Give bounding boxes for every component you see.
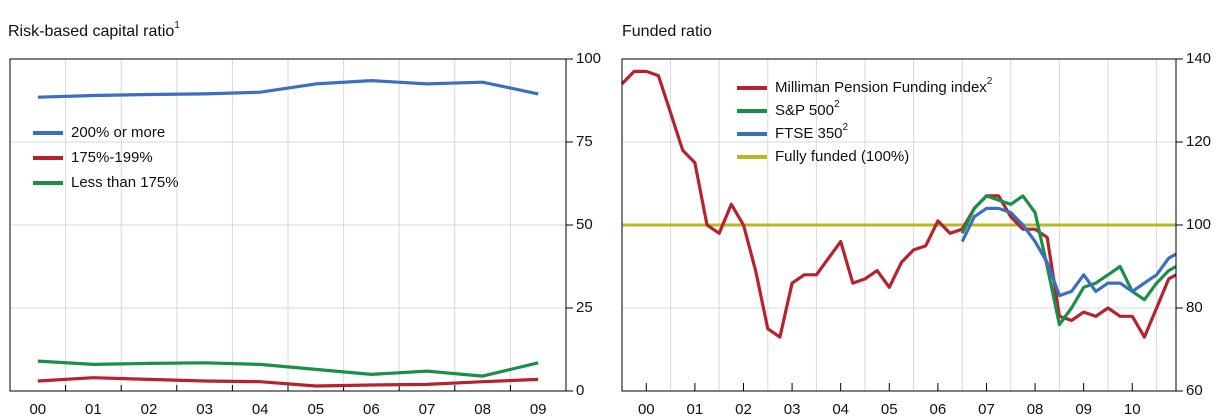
legend-label: 175%-199% [71, 149, 153, 166]
legend-label: FTSE 3502 [775, 122, 849, 142]
legend-label: S&P 5002 [775, 99, 840, 119]
series-line [37, 359, 539, 378]
x-tick-label: 03 [196, 401, 213, 417]
x-tick-label: 07 [419, 401, 436, 417]
y-tick-label: 50 [576, 216, 593, 233]
y-tick-label: 0 [576, 382, 584, 399]
legend-footnote: 2 [834, 99, 840, 110]
y-tick-label: 60 [1186, 382, 1203, 399]
x-tick-label: 02 [735, 401, 752, 417]
series-line [960, 206, 1177, 298]
series-line [960, 194, 1177, 327]
y-tick-label: 120 [1186, 133, 1211, 150]
y-tick-label: 80 [1186, 299, 1203, 316]
x-tick-label: 01 [85, 401, 102, 417]
legend-text: 200% or more [71, 124, 165, 141]
legend-text: FTSE 350 [775, 125, 843, 142]
y-tick-label: 75 [576, 133, 593, 150]
legend-text: 175%-199% [71, 149, 153, 166]
x-tick-label: 10 [1124, 401, 1141, 417]
legend-text: S&P 500 [775, 102, 834, 119]
legend-footnote: 2 [843, 122, 849, 133]
y-tick-label: 100 [576, 50, 601, 67]
title-text: Risk-based capital ratio [8, 23, 174, 40]
chart-title: Funded ratio [622, 23, 712, 40]
x-tick-label: 09 [530, 401, 547, 417]
x-tick-label: 02 [141, 401, 158, 417]
chart-title: Risk-based capital ratio1 [8, 20, 180, 41]
legend-text: Fully funded (100%) [775, 148, 909, 165]
title-footnote: 1 [174, 20, 180, 31]
x-tick-label: 05 [307, 401, 324, 417]
x-tick-label: 01 [687, 401, 704, 417]
x-tick-label: 04 [832, 401, 849, 417]
plot-frame [621, 58, 1177, 392]
legend-text: Less than 175% [71, 174, 179, 191]
x-tick-label: 06 [930, 401, 947, 417]
legend-label: Milliman Pension Funding index2 [775, 76, 993, 96]
y-tick-label: 140 [1186, 50, 1211, 67]
x-tick-label: 03 [784, 401, 801, 417]
legend-footnote: 2 [987, 76, 993, 87]
x-tick-label: 00 [29, 401, 46, 417]
x-tick-label: 07 [978, 401, 995, 417]
legend-text: Milliman Pension Funding index [775, 79, 987, 96]
series-line [620, 69, 1177, 339]
x-tick-label: 04 [252, 401, 269, 417]
series-line [37, 376, 539, 388]
series-line [37, 79, 539, 99]
x-tick-label: 08 [1027, 401, 1044, 417]
x-tick-label: 08 [474, 401, 491, 417]
y-tick-label: 100 [1186, 216, 1211, 233]
x-tick-label: 00 [638, 401, 655, 417]
y-tick-label: 25 [576, 299, 593, 316]
x-tick-label: 05 [881, 401, 898, 417]
legend-label: Fully funded (100%) [775, 148, 909, 165]
x-tick-label: 06 [363, 401, 380, 417]
legend-label: Less than 175% [71, 174, 179, 191]
legend-label: 200% or more [71, 124, 165, 141]
title-text: Funded ratio [622, 23, 712, 40]
x-tick-label: 09 [1075, 401, 1092, 417]
plot-frame [9, 58, 567, 392]
